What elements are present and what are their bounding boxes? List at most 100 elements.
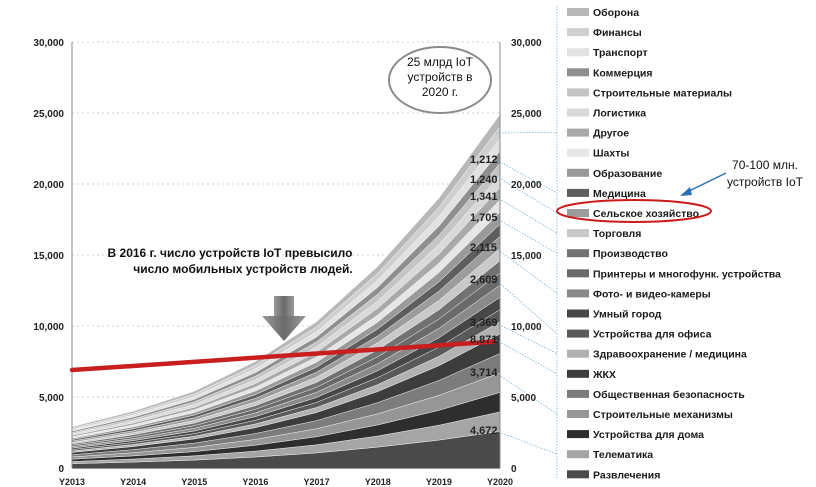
legend-label: Логистика [593,108,646,120]
stacked-areas [71,113,501,469]
agriculture-note-line-1: 70-100 млн. [732,158,798,172]
legend-swatch [567,389,589,398]
connector-line [495,372,558,415]
legend-label: Развлечения [593,469,660,481]
crossover-note-line-1: В 2016 г. число устройств IoT превысило [108,246,353,260]
y-tick-label-left: 15,000 [33,251,64,262]
legend-label: Производство [593,248,668,260]
legend-swatch [567,369,589,378]
y-tick-label-right: 15,000 [511,251,542,262]
data-label: 3,714 [470,367,498,379]
data-label: 1,240 [470,174,498,186]
legend-label: Строительные механизмы [593,409,733,421]
connector-line [495,322,558,354]
iot-2020-bubble: 25 млрд IoT устройств в 2020 г. [388,46,492,114]
legend-swatch [567,188,589,197]
legend-swatch [567,28,589,37]
legend-label: ЖКХ [592,369,616,381]
legend-label: Умный город [593,309,662,321]
connector-line [495,196,558,234]
legend-swatch [567,68,589,77]
legend-swatch [567,410,589,418]
agriculture-note-line-2: устройств IoT [727,175,804,189]
x-tick-label: Y2013 [59,477,85,487]
legend-swatch [567,88,589,97]
y-axis-left-ticks: 30,000 25,000 20,000 15,000 10,000 5,000 0 [33,38,64,475]
down-arrow-icon [262,296,306,341]
legend-swatch [567,209,589,217]
y-tick-label-right: 5,000 [511,393,536,404]
x-tick-label: Y2020 [487,477,513,487]
legend-label: Фото- и видео-камеры [593,288,711,300]
legend-label: Транспорт [593,47,648,59]
y-tick-label-left: 0 [58,464,64,475]
y-tick-label-left: 10,000 [33,322,64,333]
legend-label: Общественная безопасность [593,389,745,401]
legend-swatch [567,108,589,117]
data-label: 4,672 [470,425,498,437]
y-tick-label-right: 10,000 [511,322,542,333]
legend-swatch [567,249,589,258]
legend-swatch [567,8,589,16]
connector-line [495,430,558,455]
legend-swatch [567,148,589,157]
x-tick-label: Y2017 [304,477,330,487]
legend-label: Строительные материалы [593,87,732,99]
legend-label: Устройства для дома [593,429,704,441]
y-tick-label-right: 30,000 [511,38,542,49]
connector-line [495,339,558,375]
agriculture-highlight-ellipse [556,199,712,223]
legend-swatch [567,48,589,57]
legend-label: Финансы [593,27,642,39]
data-label: 1,705 [470,212,498,224]
legend-label: Сельское хозяйство [593,208,699,220]
legend-label: Оборона [593,7,639,19]
data-label: 2,115 [470,242,497,254]
legend-swatch [567,430,589,439]
y-axis-right-ticks: 30,000 25,000 20,000 15,000 10,000 5,000 0 [511,38,542,475]
bubble-line-1: 25 млрд IoT [407,55,474,69]
legend-swatch [567,309,589,318]
legend-swatch [567,470,589,479]
x-axis-ticks: Y2013 Y2014 Y2015 Y2016 Y2017 Y2018 Y2019 Y2020 [59,477,513,487]
legend-label: Устройства для офиса [593,329,712,341]
y-tick-label-right: 0 [511,464,517,475]
x-tick-label: Y2015 [181,477,207,487]
data-label: 3,369 [470,317,498,329]
bubble-line-2: устройств в [408,70,473,84]
bubble-line-3: 2020 г. [422,85,458,99]
legend-label: Коммерция [593,67,653,79]
x-tick-label: Y2016 [242,477,268,487]
legend-label: Принтеры и многофунк. устройства [593,268,781,280]
data-label: 2,609 [470,274,498,286]
legend-swatch [567,450,589,459]
y-tick-label-left: 5,000 [39,393,64,404]
data-labels-2020: 1,212 1,240 1,341 1,705 2,115 2,609 3,369 8,871… [470,154,498,437]
legend-swatch [567,128,589,137]
legend-swatch [567,329,589,338]
data-label: 1,341 [470,191,498,203]
y-tick-label-right: 20,000 [511,180,542,191]
legend-swatch [567,229,589,238]
y-tick-label-left: 25,000 [33,109,64,120]
x-tick-label: Y2014 [120,477,146,487]
x-tick-label: Y2019 [426,477,452,487]
mobile-devices-trend-line [69,339,497,373]
legend-label: Медицина [593,188,646,200]
legend-label: Другое [593,128,629,140]
legend-swatch [567,168,589,177]
arrowhead-icon [680,187,692,196]
legend-label: Телематика [593,449,653,461]
y-tick-label-left: 20,000 [33,180,64,191]
legend-label: Здравоохранение / медицина [593,349,747,361]
legend: Оборона Финансы Транспорт Коммерция Строител… [567,7,781,481]
y-tick-label-left: 30,000 [33,38,64,49]
legend-label: Образование [593,168,662,180]
connector-line [495,159,558,194]
x-tick-label: Y2018 [365,477,391,487]
connector-lines [495,6,558,478]
legend-swatch [567,289,589,298]
y-tick-label-right: 25,000 [511,109,542,120]
legend-swatch [567,349,589,358]
